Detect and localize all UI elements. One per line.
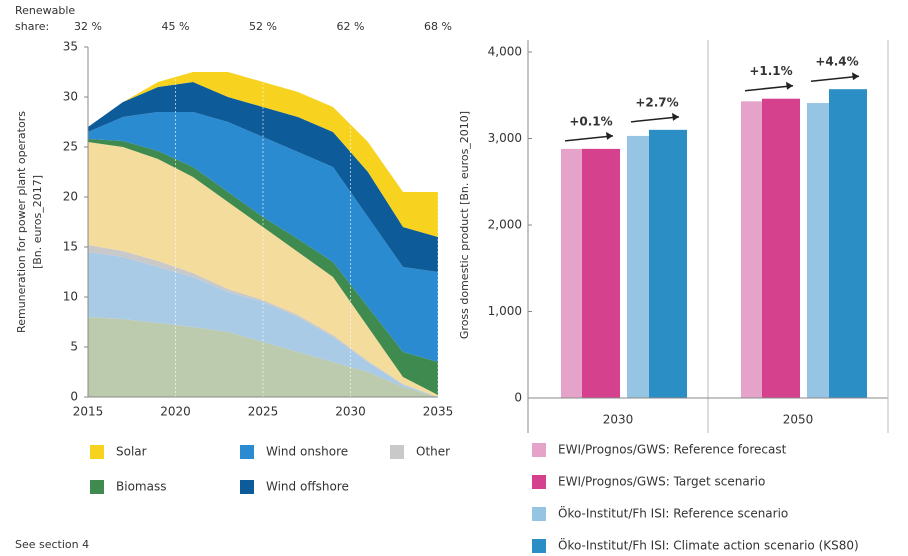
y-tick-label: 4,000 (488, 45, 522, 59)
legend-label: EWI/Prognos/GWS: Reference forecast (558, 443, 787, 457)
y-tick-label: 10 (63, 290, 78, 304)
x-tick-label: 2035 (423, 405, 454, 419)
area (88, 112, 438, 362)
y-tick-label: 1,000 (488, 304, 522, 318)
legend-label: Other (416, 445, 450, 459)
x-tick-label: 2020 (160, 405, 191, 419)
x-tick-label: 2015 (73, 405, 104, 419)
y-tick-label: 20 (63, 190, 78, 204)
legend-label: EWI/Prognos/GWS: Target scenario (558, 475, 765, 489)
annotation: +0.1% (569, 114, 612, 128)
share-title: share: (15, 20, 49, 33)
legend-label: Wind offshore (266, 480, 349, 494)
arrow (564, 135, 614, 142)
y-axis-title: Remuneration for power plant operators (15, 111, 28, 333)
arrow-head (672, 112, 679, 121)
x-tick-label: 2025 (248, 405, 279, 419)
area (88, 142, 438, 397)
legend-swatch (240, 445, 254, 459)
footnote: See section 4 (15, 538, 89, 551)
y-tick-label: 3,000 (488, 131, 522, 145)
annotation: +2.7% (635, 95, 678, 109)
legend-label: Biomass (116, 480, 166, 494)
y-tick-label: 0 (70, 390, 78, 404)
x-tick-label: 2030 (603, 413, 634, 427)
legend-label: Öko-Institut/Fh ISI: Climate action scen… (558, 537, 859, 553)
y-tick-label: 15 (63, 240, 78, 254)
annotation: +1.1% (749, 64, 792, 78)
bar (582, 148, 620, 398)
arrow (630, 116, 680, 123)
legend-swatch (390, 445, 404, 459)
bar (762, 98, 800, 399)
bar (649, 129, 687, 398)
legend-swatch (532, 443, 546, 457)
share-label: 32 % (74, 20, 102, 33)
legend-label: Wind onshore (266, 445, 348, 459)
legend-label: Solar (116, 445, 147, 459)
legend-swatch (90, 480, 104, 494)
y-axis-title: Gross domestic product [Bn. euros_2010] (458, 111, 471, 339)
share-label: 62 % (337, 20, 365, 33)
y-tick-label: 5 (70, 340, 78, 354)
arrow (810, 75, 860, 82)
share-label: 52 % (249, 20, 277, 33)
y-tick-label: 30 (63, 90, 78, 104)
y-axis-title: [Bn. euros_2017] (31, 175, 44, 269)
legend-swatch (90, 445, 104, 459)
legend-swatch (532, 539, 546, 553)
y-tick-label: 25 (63, 140, 78, 154)
arrow-head (606, 131, 613, 140)
share-title: Renewable (15, 4, 75, 17)
x-tick-label: 2050 (783, 413, 814, 427)
arrow-head (786, 81, 793, 90)
arrow-head (852, 72, 859, 81)
arrow (744, 84, 794, 92)
y-tick-label: 35 (63, 40, 78, 54)
area (88, 139, 438, 395)
legend-swatch (532, 507, 546, 521)
x-tick-label: 2030 (335, 405, 366, 419)
legend-swatch (240, 480, 254, 494)
bar (829, 89, 867, 398)
annotation: +4.4% (815, 55, 858, 69)
y-tick-label: 2,000 (488, 218, 522, 232)
share-label: 68 % (424, 20, 452, 33)
share-label: 45 % (162, 20, 190, 33)
legend-swatch (532, 475, 546, 489)
y-tick-label: 0 (514, 391, 522, 405)
legend-label: Öko-Institut/Fh ISI: Reference scenario (558, 505, 788, 521)
